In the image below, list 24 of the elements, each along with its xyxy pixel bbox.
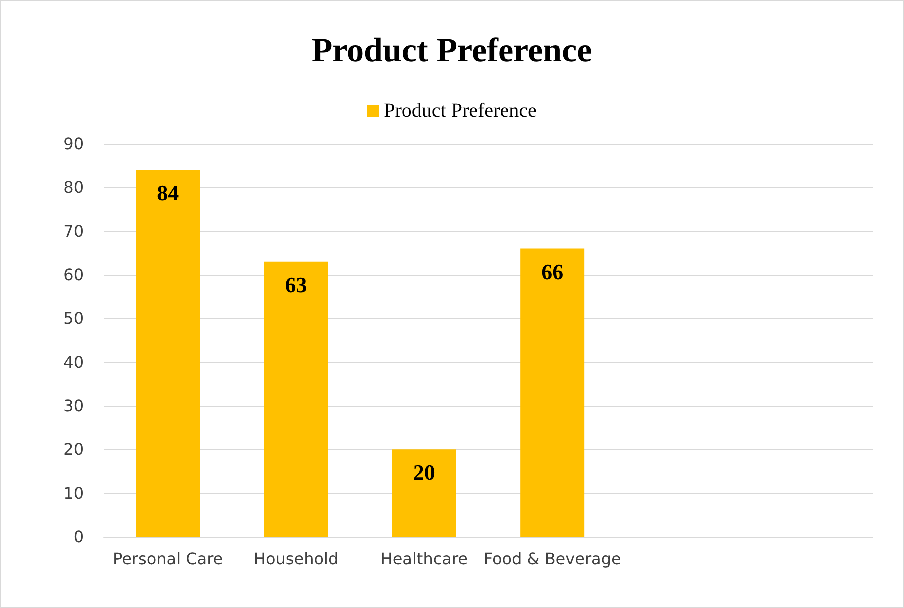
y-tick-label: 10: [64, 484, 84, 503]
data-label: 66: [542, 259, 564, 284]
y-tick-label: 50: [64, 309, 84, 328]
y-tick-label: 0: [74, 528, 84, 546]
legend-label: Product Preference: [384, 100, 537, 122]
bar: [520, 248, 585, 537]
x-tick-label: Personal Care: [113, 550, 224, 568]
x-tick-label: Healthcare: [380, 550, 468, 568]
y-tick-label: 80: [64, 178, 84, 198]
y-tick-label: 60: [64, 266, 84, 284]
y-tick-label: 30: [64, 396, 84, 416]
y-tick-label: 90: [64, 134, 84, 154]
y-tick-label: 40: [64, 352, 84, 372]
data-label: 84: [157, 180, 180, 206]
data-label: 20: [413, 460, 436, 486]
chart-title: Product Preference: [312, 32, 592, 70]
y-tick-label: 20: [64, 440, 84, 460]
x-tick-label: Food & Beverage: [484, 550, 622, 568]
y-tick-label: 70: [64, 222, 84, 241]
x-tick-label: Household: [254, 550, 339, 568]
data-label: 63: [285, 272, 308, 298]
bar: [264, 262, 328, 537]
bar: [136, 170, 200, 537]
bar: [392, 450, 456, 537]
